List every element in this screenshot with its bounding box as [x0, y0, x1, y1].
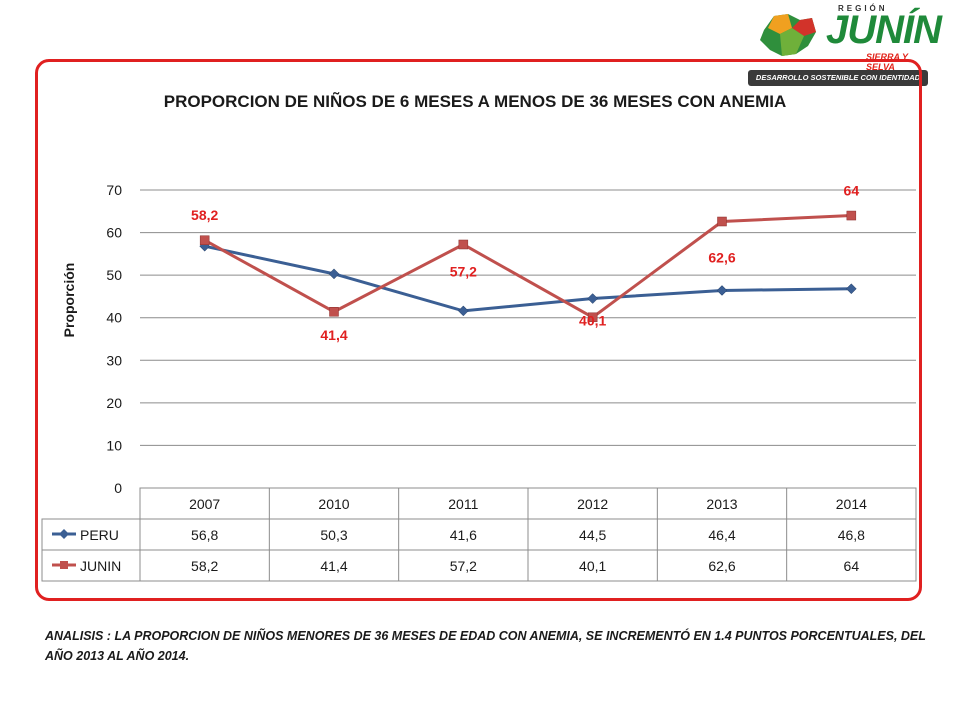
- series-lines: [203, 214, 852, 320]
- x-tick-label: 2007: [189, 496, 220, 512]
- series-line-peru: [204, 244, 852, 313]
- data-point: [457, 305, 469, 317]
- table-row: [41, 549, 917, 582]
- data-label: 40,1: [579, 312, 606, 328]
- region-map-icon: [760, 14, 816, 56]
- table-cell-value: 56,8: [191, 527, 218, 543]
- data-point: [199, 235, 210, 245]
- data-labels: 58,2 41,4 57,2 40,1 62,6 64: [191, 183, 859, 343]
- series-line-junin: [203, 214, 852, 320]
- table-cell-value: 40,1: [579, 558, 606, 574]
- y-tick-label: 40: [106, 310, 122, 326]
- x-tick-label: 2014: [836, 496, 867, 512]
- y-tick-label: 60: [106, 225, 122, 241]
- table-cell-value: 46,8: [838, 527, 865, 543]
- table-cell-value: 57,2: [450, 558, 477, 574]
- legend-series-name: JUNIN: [80, 558, 121, 574]
- table-cell-value: 62,6: [708, 558, 735, 574]
- logo-banner: DESARROLLO SOSTENIBLE CON IDENTIDAD: [748, 70, 928, 86]
- logo-tagline: SIERRA Y SELVA: [866, 52, 908, 72]
- table-cell-value: 50,3: [320, 527, 347, 543]
- x-tick-label: 2011: [448, 496, 478, 512]
- data-label: 64: [844, 183, 860, 199]
- table-cell-value: 58,2: [191, 558, 218, 574]
- junin-logo: REGIÓN JUNÍN SIERRA Y SELVA DESARROLLO S…: [748, 4, 942, 90]
- data-point: [845, 283, 857, 295]
- y-tick-label: 10: [106, 437, 122, 453]
- y-tick-labels: 0 10 20 30 40 50 60 70: [106, 182, 122, 496]
- y-tick-label: 30: [106, 352, 122, 368]
- y-tick-label: 20: [106, 395, 122, 411]
- legend-key-marker: [59, 529, 69, 539]
- table-cell-value: 64: [844, 558, 860, 574]
- data-label: 57,2: [450, 263, 477, 279]
- series-markers: [199, 210, 857, 323]
- data-point: [587, 293, 599, 304]
- data-label: 62,6: [708, 250, 735, 266]
- y-tick-label: 50: [106, 267, 122, 283]
- chart-title: PROPORCION DE NIÑOS DE 6 MESES A MENOS D…: [163, 92, 787, 111]
- table-cell-value: 41,6: [450, 527, 477, 543]
- data-point: [458, 239, 469, 250]
- table-cell-value: 46,4: [708, 527, 735, 543]
- data-point: [587, 312, 598, 323]
- x-tick-label: 2012: [577, 496, 608, 512]
- data-label: 58,2: [191, 207, 218, 223]
- data-table: 2007 2010 2011 2012 2013 2014 PERU 56,8 50,3 41,6…: [41, 487, 917, 582]
- table-cell-value: 44,5: [579, 527, 606, 543]
- data-point: [328, 268, 340, 280]
- x-tick-label: 2010: [318, 496, 349, 512]
- gridlines: [140, 189, 916, 489]
- data-label: 41,4: [320, 327, 347, 343]
- legend-series-name: PERU: [80, 527, 119, 543]
- y-axis-label: Proporción: [61, 263, 77, 338]
- table-cell-value: 41,4: [320, 558, 347, 574]
- chart-frame: [35, 59, 922, 601]
- y-tick-label: 70: [106, 182, 122, 198]
- data-point: [846, 210, 857, 221]
- data-point: [717, 216, 727, 227]
- legend-key-marker: [60, 561, 68, 569]
- logo-name-text: JUNÍN: [826, 8, 942, 52]
- y-tick-label: 0: [114, 480, 122, 496]
- logo-region-text: REGIÓN: [838, 4, 888, 13]
- data-point: [329, 307, 339, 317]
- table-row: [41, 518, 917, 551]
- x-tick-label: 2013: [706, 496, 737, 512]
- data-point: [716, 285, 728, 296]
- analysis-text: ANALISIS : LA PROPORCION DE NIÑOS MENORE…: [45, 629, 926, 663]
